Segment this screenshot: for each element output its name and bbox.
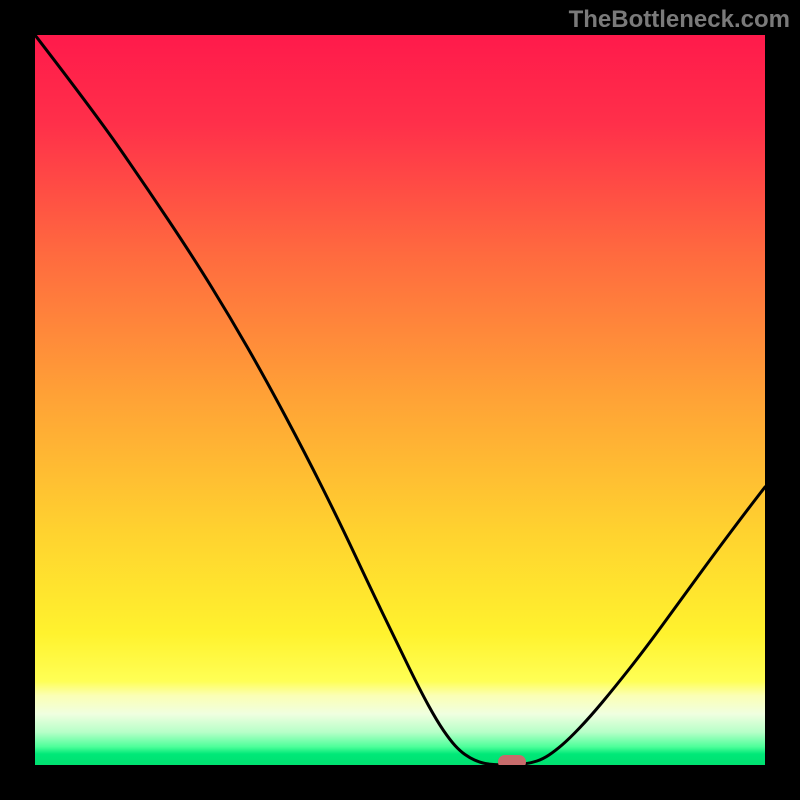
chart-frame: TheBottleneck.com bbox=[0, 0, 800, 800]
watermark-text: TheBottleneck.com bbox=[569, 6, 790, 34]
sweet-spot-marker bbox=[498, 755, 526, 765]
plot-area bbox=[35, 35, 765, 765]
bottleneck-curve bbox=[35, 35, 765, 765]
